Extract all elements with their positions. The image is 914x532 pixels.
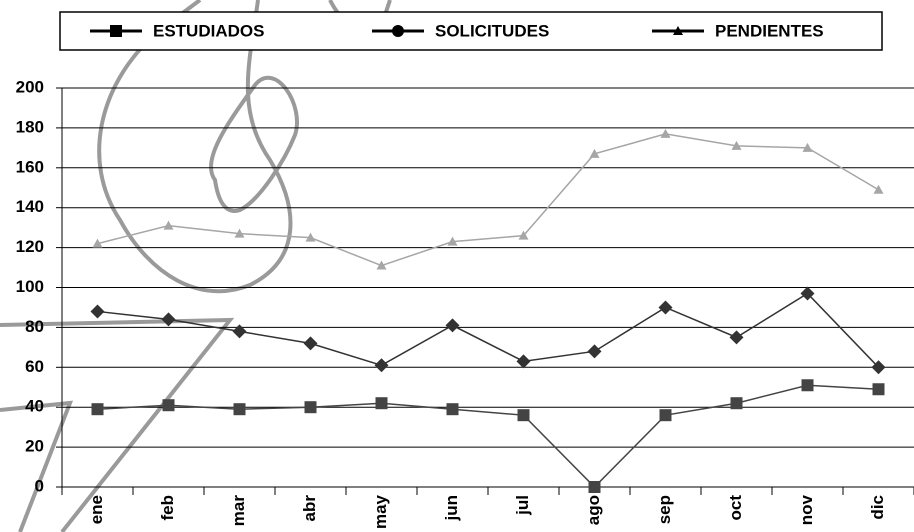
y-tick-label: 80 bbox=[25, 317, 44, 336]
data-point bbox=[376, 260, 387, 270]
data-point bbox=[92, 238, 103, 248]
data-point bbox=[234, 228, 245, 238]
data-point bbox=[163, 220, 174, 230]
legend-marker bbox=[110, 25, 122, 37]
data-point bbox=[447, 236, 458, 246]
x-tick-label: jul bbox=[513, 495, 532, 516]
x-tick-label: nov bbox=[797, 494, 816, 525]
y-tick-label: 200 bbox=[16, 77, 44, 96]
legend-marker bbox=[673, 26, 683, 35]
data-point bbox=[374, 358, 389, 373]
data-point bbox=[660, 128, 671, 138]
data-point bbox=[516, 354, 531, 369]
data-point bbox=[659, 409, 672, 422]
data-point bbox=[446, 403, 459, 416]
x-tick-label: feb bbox=[158, 495, 177, 521]
y-tick-label: 140 bbox=[16, 197, 44, 216]
legend-label: ESTUDIADOS bbox=[153, 21, 264, 40]
y-tick-label: 100 bbox=[16, 277, 44, 296]
data-point bbox=[445, 318, 460, 333]
data-point bbox=[305, 232, 316, 242]
data-point bbox=[375, 397, 388, 410]
x-tick-label: oct bbox=[726, 495, 745, 521]
data-point bbox=[589, 148, 600, 158]
data-point bbox=[304, 401, 317, 414]
x-tick-label: jun bbox=[442, 495, 461, 522]
series-line bbox=[97, 384, 879, 489]
y-tick-label: 0 bbox=[35, 476, 44, 495]
legend-label: PENDIENTES bbox=[715, 21, 824, 40]
data-point bbox=[233, 403, 246, 416]
data-point bbox=[730, 397, 743, 410]
data-point bbox=[162, 399, 175, 412]
x-tick-label: sep bbox=[655, 495, 674, 524]
data-point bbox=[729, 330, 744, 345]
y-tick-label: 40 bbox=[25, 397, 44, 416]
y-tick-label: 20 bbox=[25, 437, 44, 456]
data-point bbox=[871, 360, 886, 375]
series-line bbox=[97, 133, 879, 267]
data-point bbox=[872, 383, 885, 396]
x-tick-label: ene bbox=[87, 495, 106, 524]
y-tick-label: 160 bbox=[16, 157, 44, 176]
data-point bbox=[232, 324, 247, 339]
data-point bbox=[587, 344, 602, 359]
y-tick-label: 60 bbox=[25, 357, 44, 376]
data-point bbox=[873, 184, 884, 194]
data-point bbox=[801, 379, 814, 392]
legend-label: SOLICITUDES bbox=[435, 21, 549, 40]
series-line bbox=[97, 292, 880, 368]
data-point bbox=[731, 140, 742, 150]
y-tick-label: 180 bbox=[16, 117, 44, 136]
data-point bbox=[518, 230, 529, 240]
x-tick-label: may bbox=[371, 494, 390, 529]
x-tick-label: dic bbox=[868, 495, 887, 520]
data-point bbox=[800, 286, 815, 301]
data-point bbox=[517, 409, 530, 422]
data-point bbox=[588, 481, 601, 493]
data-point bbox=[802, 142, 813, 152]
x-tick-label: ago bbox=[584, 495, 603, 525]
data-point bbox=[658, 300, 673, 315]
data-point bbox=[90, 304, 105, 319]
legend-box bbox=[59, 11, 883, 51]
legend-marker bbox=[392, 25, 404, 37]
data-point bbox=[91, 403, 104, 416]
y-tick-label: 120 bbox=[16, 237, 44, 256]
watermark bbox=[0, 0, 392, 532]
data-point bbox=[161, 312, 176, 327]
x-tick-label: mar bbox=[229, 495, 248, 527]
x-tick-label: abr bbox=[300, 495, 319, 522]
data-point bbox=[303, 336, 318, 351]
